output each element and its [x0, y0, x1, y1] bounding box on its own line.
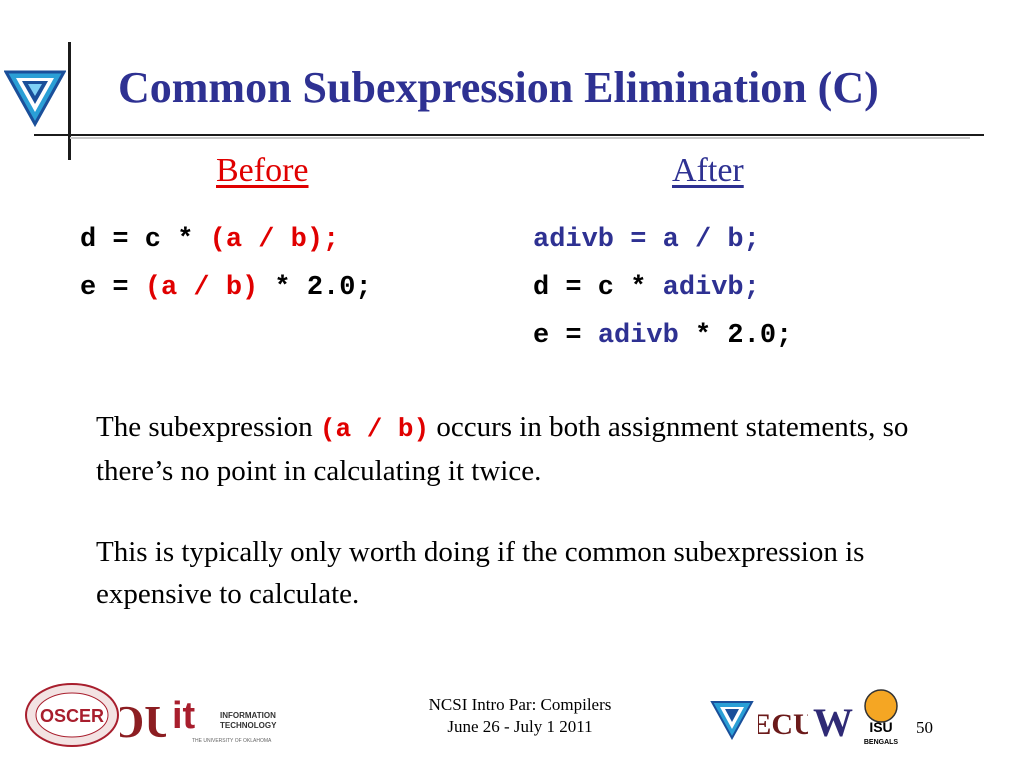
ecu-logo-icon: ECU [758, 708, 808, 741]
code-segment: e = [533, 321, 598, 351]
slide-number: 50 [916, 718, 933, 737]
code-segment: adivb [597, 321, 679, 351]
ecu-logo-text: ECU [758, 708, 808, 741]
ncsi-triangle-logo-icon [710, 701, 754, 740]
title-rule-shadow [70, 137, 970, 139]
svg-text:INFORMATION: INFORMATION [220, 711, 276, 720]
code-segment: d = c * [80, 225, 210, 255]
note-paragraph: This is typically only worth doing if th… [96, 536, 865, 610]
after-heading: After [672, 152, 744, 189]
after-code-line: e = adivb * 2.0; [533, 312, 792, 360]
para1-post: occurs in both assignment statements, so… [96, 411, 909, 487]
code-segment: d = c * [533, 273, 663, 303]
code-segment: * 2.0; [258, 273, 372, 303]
before-code-line: e = (a / b) * 2.0; [80, 264, 372, 312]
slide-title: Common Subexpression Elimination (C) [118, 63, 879, 112]
after-code-line: d = c * adivb; [533, 264, 792, 312]
code-segment: adivb; [662, 273, 760, 303]
footer-line-1: NCSI Intro Par: Compilers [428, 695, 612, 714]
before-code-line: d = c * (a / b); [80, 216, 372, 264]
it-logo-icon: it INFORMATION TECHNOLOGY THE UNIVERSITY… [172, 695, 277, 744]
w-logo-text: W [813, 700, 853, 742]
svg-text:TECHNOLOGY: TECHNOLOGY [220, 721, 277, 730]
oscer-logo-icon: OSCER [25, 683, 119, 747]
svg-text:THE UNIVERSITY OF OKLAHOMA: THE UNIVERSITY OF OKLAHOMA [192, 738, 272, 744]
after-code-block: adivb = a / b; d = c * adivb; e = adivb * … [533, 216, 792, 360]
ou-logo-text: OU [120, 696, 166, 747]
para1-code: (a / b) [319, 414, 430, 444]
it-logo-text: it [172, 695, 196, 737]
code-segment: * 2.0; [678, 321, 793, 351]
w-logo-icon: W [813, 700, 853, 742]
para1-pre: The subexpression [96, 411, 320, 443]
isu-logo-text: ISU [869, 719, 892, 735]
isu-bengals-logo-icon: ISU BENGALS [864, 689, 899, 746]
after-code-line: adivb = a / b; [533, 216, 792, 264]
code-segment: e = [80, 273, 145, 303]
explanation-paragraph: The subexpression (a / b) occurs in both… [96, 406, 916, 492]
footer-course-info: NCSI Intro Par: Compilers June 26 - July… [390, 694, 650, 738]
footer-line-2: June 26 - July 1 2011 [447, 717, 593, 736]
title-horizontal-rule [34, 134, 984, 136]
triangle-logo-icon [4, 70, 66, 128]
before-heading: Before [216, 152, 309, 189]
ou-logo-icon: OU [120, 696, 166, 747]
code-segment: (a / b); [209, 225, 340, 255]
svg-text:BENGALS: BENGALS [864, 739, 899, 746]
oscer-logo-text: OSCER [40, 706, 104, 726]
code-segment: adivb = a / b; [533, 225, 760, 255]
before-code-block: d = c * (a / b); e = (a / b) * 2.0; [80, 216, 372, 312]
code-segment: (a / b) [144, 273, 259, 303]
title-vertical-rule [68, 42, 71, 160]
